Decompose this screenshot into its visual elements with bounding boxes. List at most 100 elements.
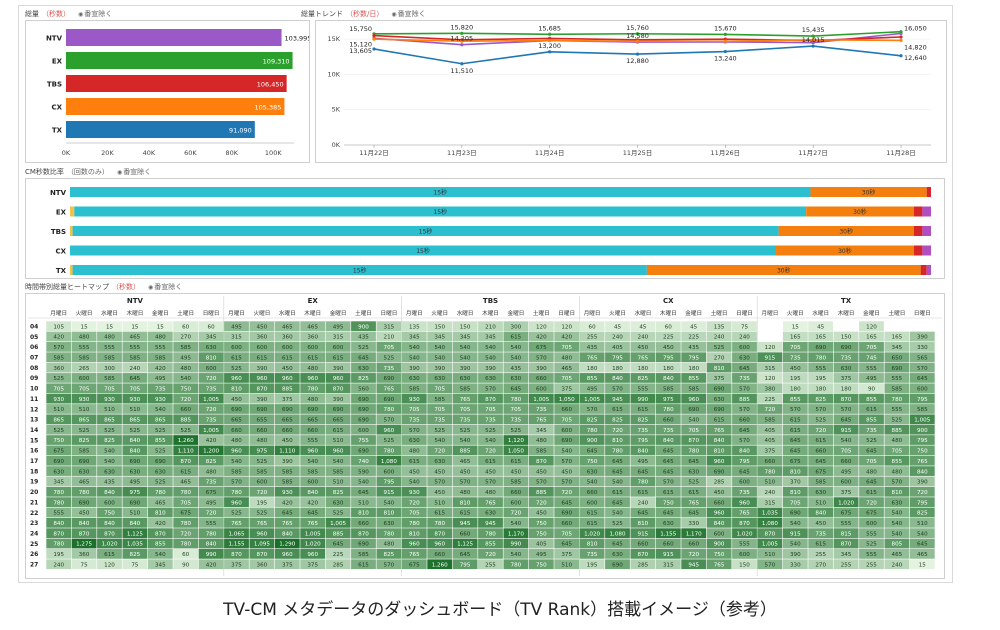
heat-cell[interactable] [655, 528, 681, 539]
heat-cell[interactable] [859, 466, 884, 476]
heat-cell[interactable] [249, 517, 275, 528]
heat-cell[interactable] [147, 549, 173, 559]
heat-cell[interactable] [859, 497, 884, 507]
heat-cell[interactable] [732, 393, 757, 404]
heat-cell[interactable] [554, 528, 580, 539]
heat-cell[interactable] [782, 559, 808, 570]
heat-cell[interactable] [909, 538, 935, 549]
heat-cell[interactable] [884, 497, 910, 507]
heat-cell[interactable] [198, 445, 224, 456]
heat-cell[interactable] [97, 424, 122, 435]
heat-cell[interactable] [478, 559, 503, 570]
heat-cell[interactable] [97, 466, 122, 476]
heat-cell[interactable] [859, 393, 884, 404]
heat-cell[interactable] [376, 445, 402, 456]
heat-cell[interactable] [351, 507, 376, 518]
heat-cell[interactable] [351, 549, 376, 559]
heat-cell[interactable] [732, 445, 757, 456]
heat-cell[interactable] [681, 373, 707, 383]
heat-cell[interactable] [579, 331, 605, 342]
heat-cell[interactable] [782, 466, 808, 476]
heat-cell[interactable] [605, 373, 630, 383]
heat-cell[interactable] [376, 507, 402, 518]
heat-cell[interactable] [909, 331, 935, 342]
heat-cell[interactable] [173, 466, 199, 476]
heat-cell[interactable] [833, 517, 859, 528]
heat-cell[interactable] [909, 549, 935, 559]
heat-cell[interactable] [224, 414, 249, 425]
heat-cell[interactable] [224, 486, 249, 497]
heat-cell[interactable] [46, 414, 72, 425]
heat-cell[interactable] [325, 393, 351, 404]
heat-cell[interactable] [757, 455, 783, 466]
heat-cell[interactable] [554, 445, 580, 456]
heat-cell[interactable] [859, 549, 884, 559]
heat-cell[interactable] [554, 486, 580, 497]
heat-cell[interactable] [681, 538, 707, 549]
heat-cell[interactable] [503, 424, 529, 435]
heat-cell[interactable] [274, 445, 300, 456]
heat-cell[interactable] [808, 497, 834, 507]
heat-cell[interactable] [833, 404, 859, 414]
heat-cell[interactable] [833, 393, 859, 404]
heat-cell[interactable] [503, 538, 529, 549]
heat-cell[interactable] [859, 476, 884, 487]
heat-cell[interactable] [782, 528, 808, 539]
heat-cell[interactable] [71, 424, 97, 435]
heat-cell[interactable] [884, 342, 910, 352]
heat-cell[interactable] [503, 445, 529, 456]
heat-cell[interactable] [808, 362, 834, 373]
heat-cell[interactable] [249, 362, 275, 373]
heat-cell[interactable] [554, 321, 580, 332]
heat-cell[interactable] [579, 466, 605, 476]
heat-cell[interactable] [427, 559, 453, 570]
heat-cell[interactable] [757, 486, 783, 497]
heat-cell[interactable] [478, 549, 503, 559]
heat-cell[interactable] [401, 559, 427, 570]
heat-cell[interactable] [351, 424, 376, 435]
heat-cell[interactable] [655, 414, 681, 425]
heat-cell[interactable] [782, 486, 808, 497]
heat-cell[interactable] [884, 549, 910, 559]
heat-cell[interactable] [122, 466, 148, 476]
heat-cell[interactable] [325, 383, 351, 394]
heat-cell[interactable] [630, 445, 656, 456]
heat-cell[interactable] [249, 455, 275, 466]
heat-cell[interactable] [528, 424, 554, 435]
heat-cell[interactable] [528, 559, 554, 570]
trend-point-tx[interactable] [372, 47, 376, 51]
heat-cell[interactable] [884, 383, 910, 394]
heat-cell[interactable] [300, 466, 326, 476]
heat-cell[interactable] [325, 507, 351, 518]
heat-cell[interactable] [351, 373, 376, 383]
heat-cell[interactable] [173, 445, 199, 456]
heat-cell[interactable] [503, 559, 529, 570]
heat-cell[interactable] [478, 321, 503, 332]
heat-cell[interactable] [503, 352, 529, 363]
heat-cell[interactable] [325, 538, 351, 549]
heat-cell[interactable] [808, 342, 834, 352]
heat-cell[interactable] [300, 404, 326, 414]
heat-cell[interactable] [579, 538, 605, 549]
heat-cell[interactable] [554, 559, 580, 570]
heat-cell[interactable] [427, 414, 453, 425]
heat-cell[interactable] [249, 393, 275, 404]
heat-cell[interactable] [249, 383, 275, 394]
heat-cell[interactable] [122, 373, 148, 383]
heat-cell[interactable] [401, 373, 427, 383]
heat-cell[interactable] [554, 497, 580, 507]
heat-cell[interactable] [808, 528, 834, 539]
heat-cell[interactable] [224, 517, 249, 528]
heat-cell[interactable] [732, 497, 757, 507]
heat-cell[interactable] [681, 342, 707, 352]
trend-point-tbs[interactable] [899, 35, 903, 39]
heat-cell[interactable] [224, 507, 249, 518]
heat-cell[interactable] [71, 476, 97, 487]
heat-cell[interactable] [147, 559, 173, 570]
heat-cell[interactable] [376, 383, 402, 394]
heat-cell[interactable] [630, 373, 656, 383]
heat-cell[interactable] [579, 424, 605, 435]
heat-cell[interactable] [478, 445, 503, 456]
trend-point-ntv[interactable] [460, 43, 464, 47]
heat-cell[interactable] [579, 486, 605, 497]
